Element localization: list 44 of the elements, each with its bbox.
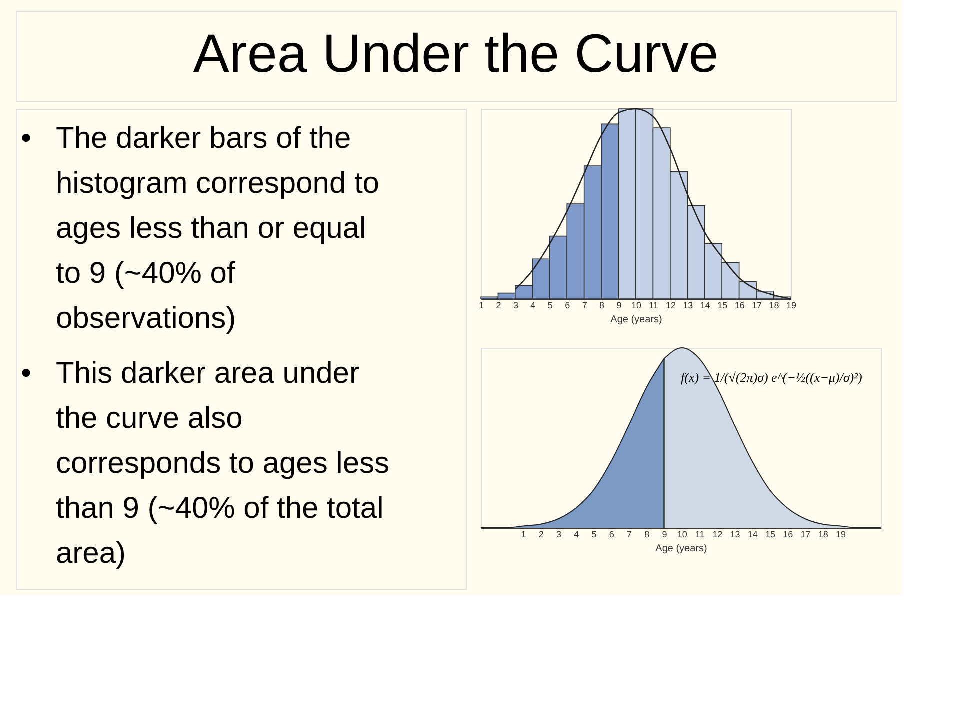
x-tick-label: 8 xyxy=(644,530,650,540)
x-tick-label: 2 xyxy=(496,300,502,310)
x-tick-label: 11 xyxy=(695,530,705,540)
x-axis-title: Age (years) xyxy=(610,314,662,326)
x-tick-label: 10 xyxy=(677,530,688,540)
x-tick-label: 16 xyxy=(783,530,794,540)
x-tick-label: 13 xyxy=(683,300,694,310)
x-tick-label: 12 xyxy=(712,530,723,540)
x-axis-title: Age (years) xyxy=(656,544,708,554)
x-tick-label: 12 xyxy=(666,300,676,310)
x-tick-label: 15 xyxy=(718,300,728,310)
x-tick-label: 2 xyxy=(538,530,544,540)
text: • This darker area under the curve also corresponds to ages less than 9 (~40% of the total area) xyxy=(21,357,390,570)
x-tick-label: 9 xyxy=(662,530,668,540)
x-tick-label: 4 xyxy=(530,300,536,310)
x-tick-label: 5 xyxy=(592,530,597,540)
x-tick-label: 14 xyxy=(748,530,758,540)
x-tick-label: 13 xyxy=(730,530,740,540)
x-tick-label: 7 xyxy=(582,300,588,310)
x-tick-label: 14 xyxy=(700,300,710,310)
x-tick-label: 15 xyxy=(765,530,776,540)
x-tick-label: 17 xyxy=(800,530,811,540)
chart-title: Area Under the Curve xyxy=(193,24,719,84)
x-tick-label: 3 xyxy=(556,530,562,540)
x-tick-label: 16 xyxy=(734,300,745,310)
x-tick-label: 6 xyxy=(565,300,570,310)
annotation: f(x) = 1/(√(2π)σ) e^(−½((x−μ)/σ)²) xyxy=(681,370,862,385)
x-tick-label: 9 xyxy=(616,300,622,310)
x-tick-label: 1 xyxy=(478,300,484,310)
x-tick-label: 6 xyxy=(609,530,614,540)
x-tick-label: 11 xyxy=(649,300,658,310)
x-tick-label: 4 xyxy=(574,530,580,540)
x-tick-label: 19 xyxy=(836,530,846,540)
x-tick-label: 10 xyxy=(631,300,642,310)
x-tick-label: 18 xyxy=(769,300,780,310)
x-tick-label: 3 xyxy=(513,300,518,310)
text: • The darker bars of the histogram correspond to ages less than or equal to 9 (~40% of observations) xyxy=(21,122,380,335)
x-tick-label: 8 xyxy=(600,300,605,310)
x-tick-label: 5 xyxy=(548,300,553,310)
x-tick-label: 1 xyxy=(521,530,526,540)
x-tick-label: 17 xyxy=(752,300,762,310)
x-tick-label: 19 xyxy=(786,300,797,310)
x-tick-label: 18 xyxy=(818,530,828,540)
x-tick-label: 7 xyxy=(627,530,632,540)
